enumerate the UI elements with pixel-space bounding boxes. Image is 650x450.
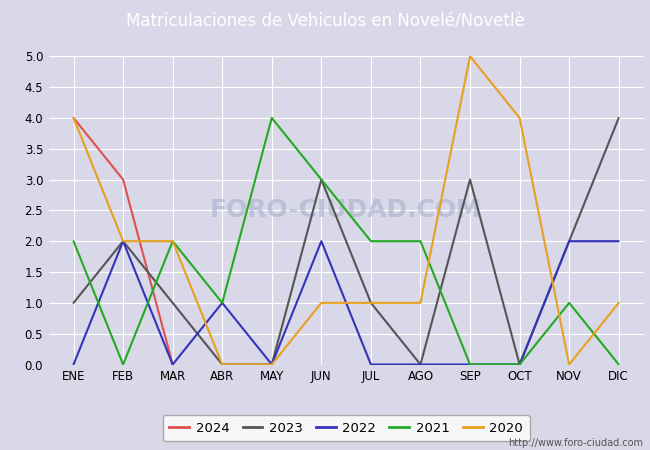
Text: http://www.foro-ciudad.com: http://www.foro-ciudad.com xyxy=(508,438,644,448)
Text: Matriculaciones de Vehiculos en Novelé/Novetlè: Matriculaciones de Vehiculos en Novelé/N… xyxy=(125,12,525,31)
Text: FORO-CIUDAD.COM: FORO-CIUDAD.COM xyxy=(210,198,482,222)
Legend: 2024, 2023, 2022, 2021, 2020: 2024, 2023, 2022, 2021, 2020 xyxy=(162,415,530,441)
